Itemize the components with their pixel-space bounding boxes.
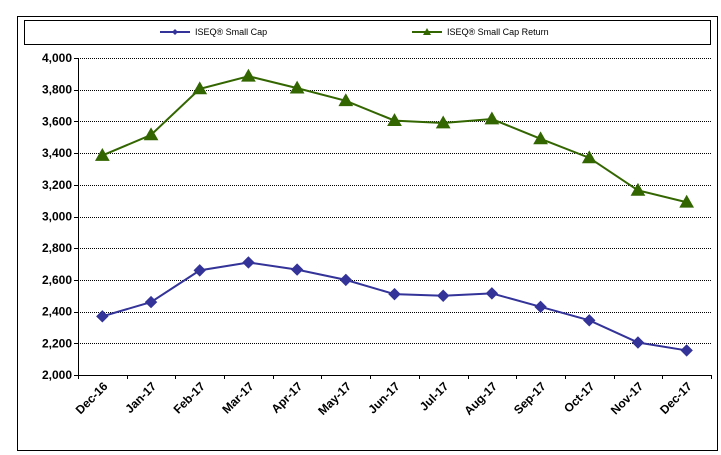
data-point <box>338 93 354 107</box>
data-point <box>242 256 255 269</box>
data-point <box>484 111 500 125</box>
data-point <box>143 127 159 141</box>
legend: ISEQ® Small Cap ISEQ® Small Cap Return <box>160 27 549 37</box>
data-point <box>533 131 548 145</box>
y-tick-label: 2,600 <box>42 273 72 287</box>
data-point <box>485 287 499 300</box>
data-point <box>192 81 208 95</box>
data-point <box>436 289 450 302</box>
y-tick-labels: 2,000 2,200 2,400 2,600 2,800 3,000 3,200 3,400… <box>42 51 72 382</box>
y-tick-label: 3,000 <box>42 210 72 224</box>
data-point <box>94 147 110 161</box>
data-point <box>435 115 451 129</box>
series-1 <box>96 256 693 357</box>
chart-border <box>17 16 718 451</box>
data-point <box>388 287 401 301</box>
data-point <box>387 113 402 126</box>
y-tick-label: 2,400 <box>42 305 72 319</box>
legend-label: ISEQ® Small Cap <box>195 27 267 37</box>
data-point <box>581 150 597 164</box>
legend-item-2: ISEQ® Small Cap Return <box>412 27 549 37</box>
y-tick-label: 2,000 <box>42 368 72 382</box>
data-point <box>96 310 109 323</box>
data-point <box>534 300 547 314</box>
y-tick-label: 3,600 <box>42 114 72 128</box>
y-tick-label: 2,800 <box>42 241 72 255</box>
data-point <box>241 68 256 82</box>
legend-box <box>24 20 711 45</box>
legend-item-1: ISEQ® Small Cap <box>160 27 267 37</box>
data-point <box>339 273 353 287</box>
y-tick-label: 4,000 <box>42 51 72 65</box>
y-tick-label: 3,200 <box>42 178 72 192</box>
y-tick-label: 3,400 <box>42 146 72 160</box>
data-point <box>289 80 305 94</box>
legend-label: ISEQ® Small Cap Return <box>447 27 549 37</box>
data-point <box>583 314 596 327</box>
legend-marker <box>423 28 431 35</box>
data-point <box>193 264 206 277</box>
data-point <box>679 194 695 208</box>
data-point <box>680 344 693 357</box>
axes <box>74 58 712 379</box>
y-tick-label: 2,200 <box>42 336 72 350</box>
data-point <box>630 182 646 196</box>
data-point <box>144 295 158 309</box>
legend-marker <box>172 29 178 35</box>
data-point <box>290 263 304 276</box>
series <box>94 68 695 357</box>
data-point <box>631 336 645 349</box>
y-tick-label: 3,800 <box>42 83 72 97</box>
series-2 <box>94 68 695 208</box>
